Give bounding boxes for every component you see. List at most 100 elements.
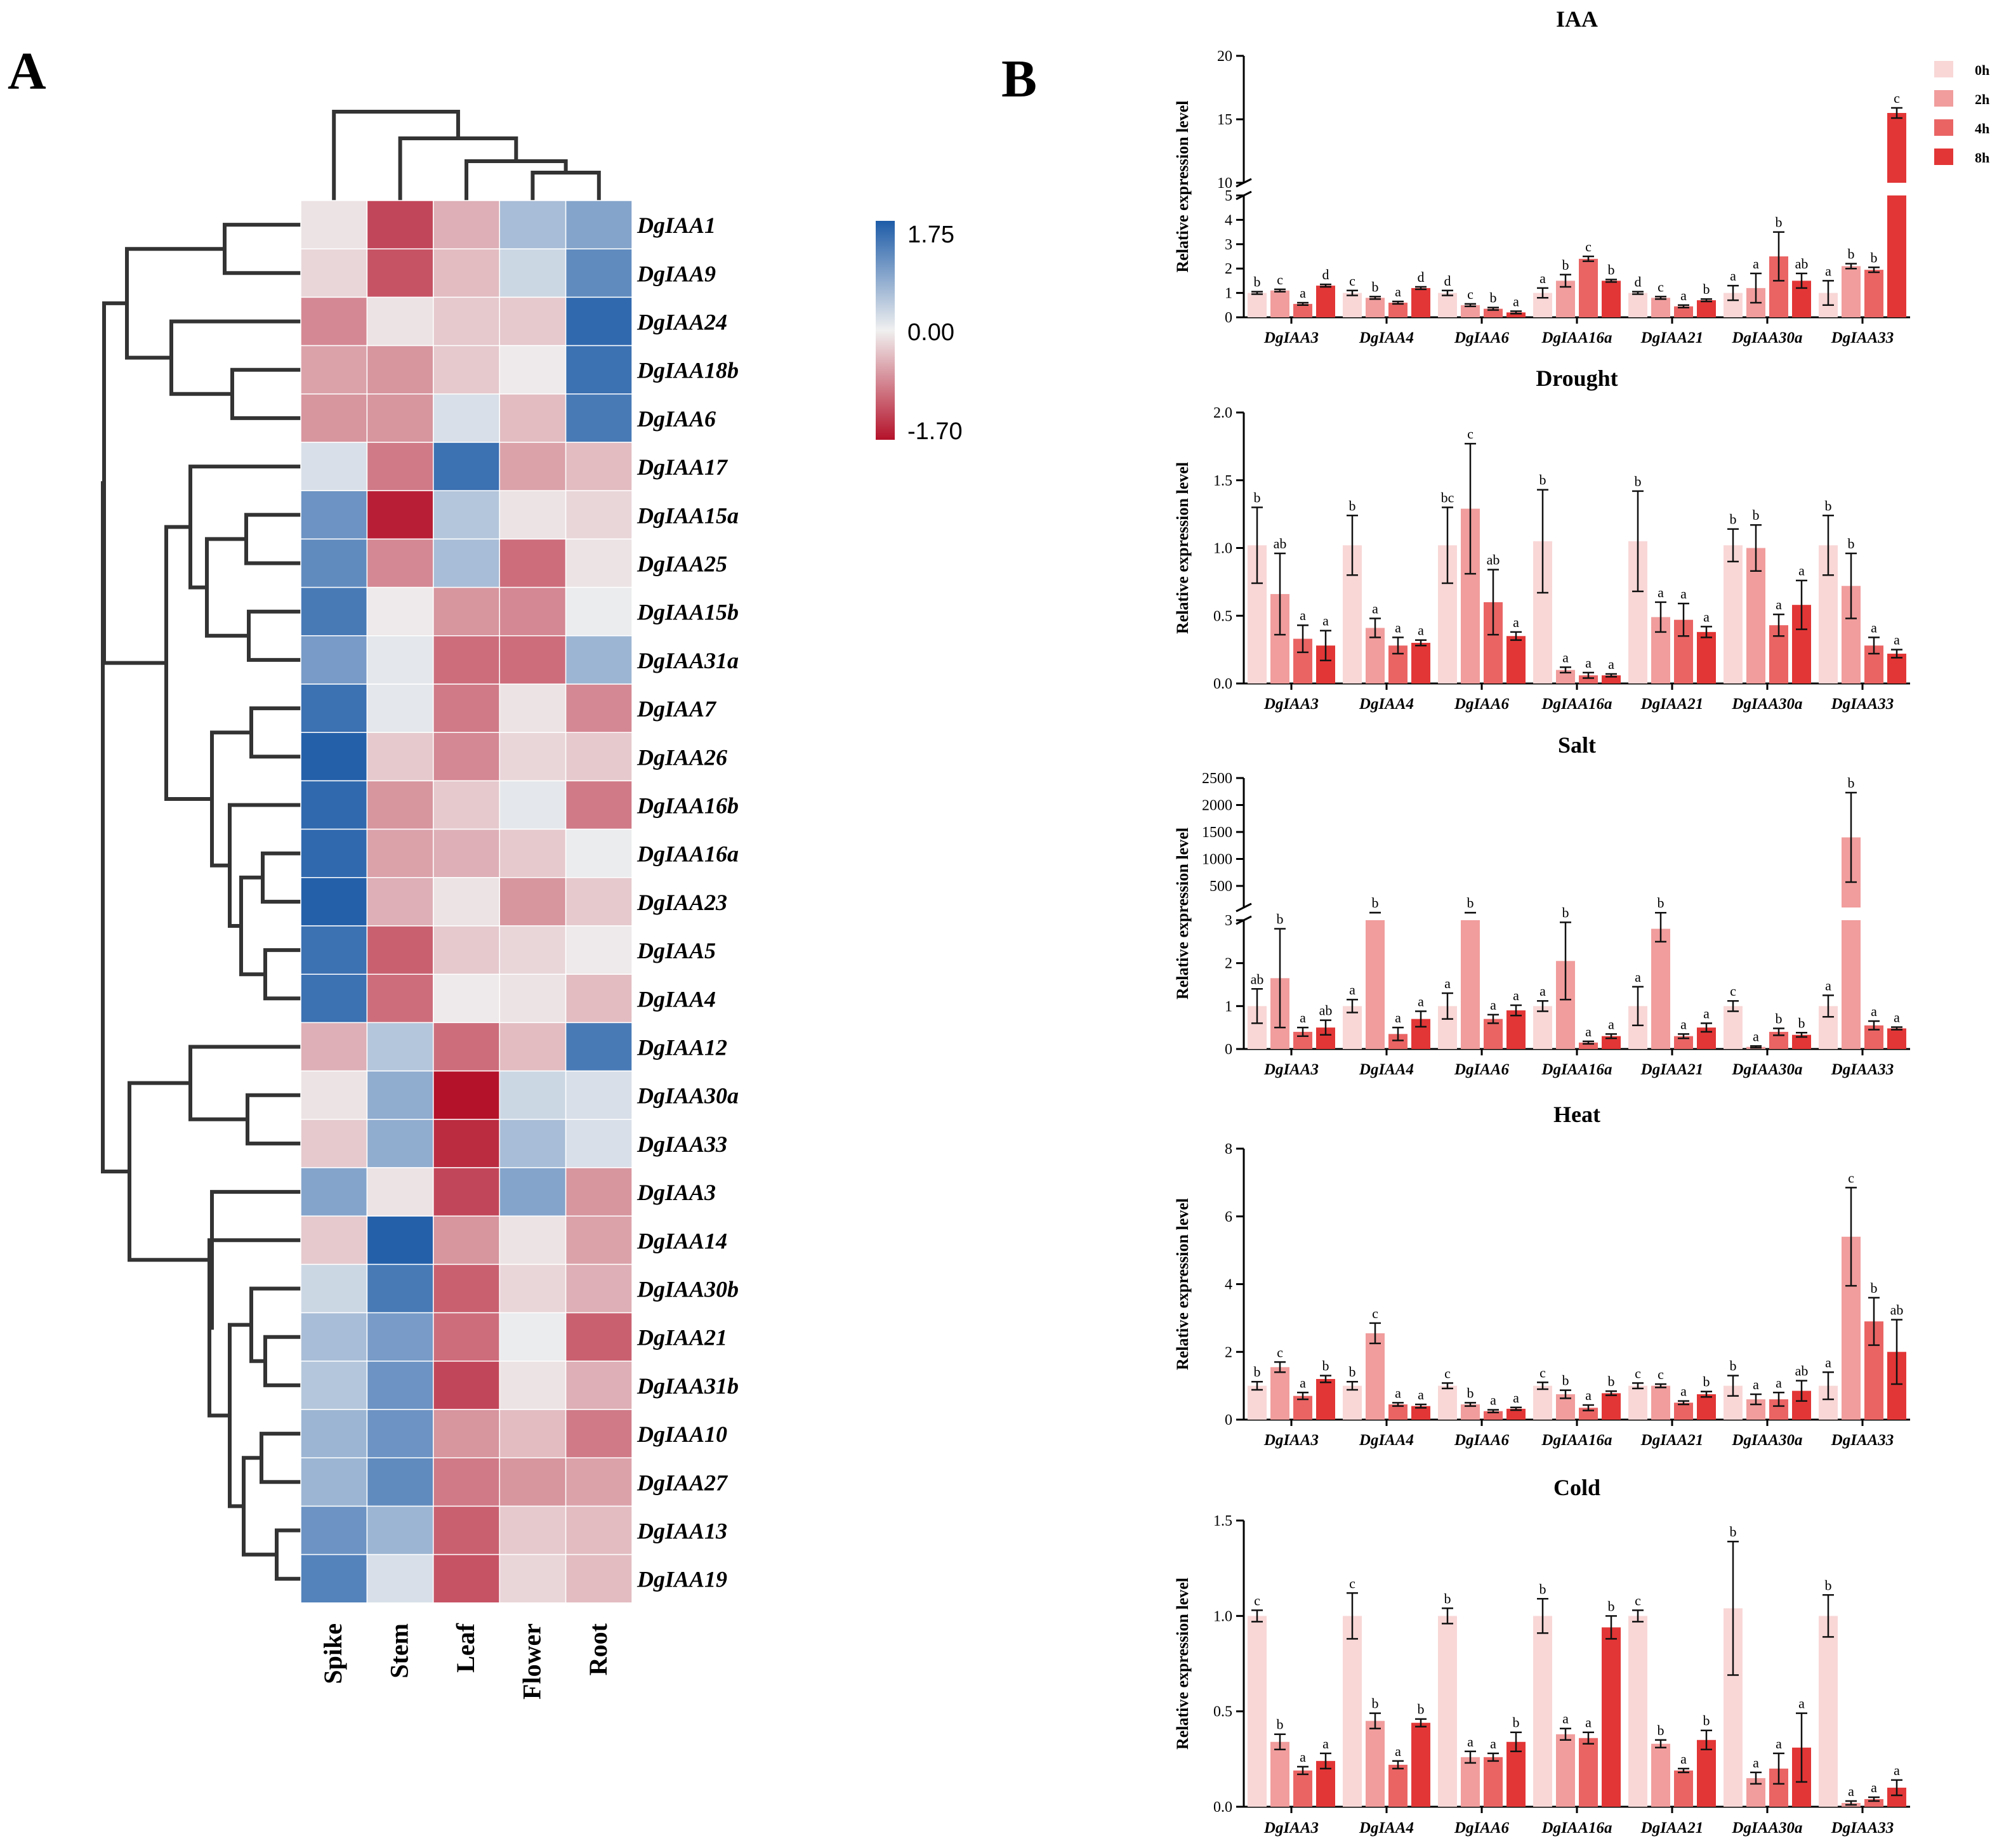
heatmap-cell <box>499 925 567 975</box>
heatmap-cell <box>433 1264 500 1314</box>
significance-letter: a <box>1776 1736 1782 1752</box>
bar <box>1484 308 1503 317</box>
significance-letter: b <box>1467 1385 1474 1401</box>
dendrogram-branch <box>247 609 301 662</box>
heatmap-row-label: DgIAA23 <box>636 890 727 915</box>
y-tick-label: 1500 <box>1202 824 1232 841</box>
y-tick-label: 0 <box>1225 1412 1232 1429</box>
significance-letter: bc <box>1441 489 1454 505</box>
chart-title: Drought <box>1536 366 1618 391</box>
significance-letter: a <box>1490 997 1496 1013</box>
dendrogram-branch <box>261 851 301 904</box>
heatmap-cell <box>366 1409 434 1458</box>
dendrogram-branch <box>246 1093 301 1145</box>
heatmap-cell <box>565 1505 633 1555</box>
dendrogram-branch <box>230 367 301 420</box>
bar <box>1842 266 1861 317</box>
heatmap-cell <box>300 1409 368 1458</box>
heatmap-cell <box>565 442 633 491</box>
heatmap-cell <box>433 974 500 1024</box>
x-category-label: DgIAA6 <box>1454 1061 1510 1078</box>
heatmap-cell <box>499 1409 567 1458</box>
significance-letter: a <box>1372 601 1378 617</box>
heatmap-cell <box>499 1554 567 1604</box>
bar <box>1651 298 1670 317</box>
axis-break-mark <box>1236 902 1252 913</box>
dendrogram-branch <box>398 136 518 201</box>
bar <box>1411 287 1430 317</box>
bar <box>1651 928 1670 1049</box>
x-category-label: DgIAA30a <box>1731 1432 1802 1449</box>
y-tick-label: 10 <box>1217 175 1232 192</box>
heatmap-cell <box>433 1505 500 1555</box>
significance-letter: c <box>1848 1170 1854 1185</box>
bar <box>1533 1006 1552 1049</box>
dendrogram-branch <box>169 319 301 396</box>
dendrogram-branch <box>531 171 601 201</box>
significance-letter: b <box>1658 895 1665 911</box>
dendrogram-branch <box>465 159 568 201</box>
significance-letter: a <box>1894 1009 1900 1025</box>
dendrogram-branch <box>275 1528 301 1581</box>
y-tick-label: 2500 <box>1202 770 1232 787</box>
heatmap-cell <box>565 732 633 782</box>
heatmap: DgIAA1 DgIAA9 DgIAA24 DgIAA18b DgIAA6 DgIAA17… <box>300 200 739 1700</box>
significance-letter: b <box>1372 1696 1379 1712</box>
y-tick-label: 0.5 <box>1213 608 1232 624</box>
significance-letter: b <box>1467 895 1474 911</box>
x-category-label: DgIAA4 <box>1359 329 1414 346</box>
significance-letter: a <box>1608 1016 1614 1032</box>
significance-letter: a <box>1418 993 1424 1009</box>
heatmap-row-label: DgIAA31a <box>636 648 739 673</box>
significance-letter: b <box>1703 1713 1710 1729</box>
bar <box>1602 280 1621 317</box>
significance-letter: a <box>1418 1387 1424 1402</box>
heatmap-cell <box>366 586 434 637</box>
bar <box>1438 1616 1457 1807</box>
legend-swatch <box>1934 90 1953 107</box>
significance-letter: ab <box>1795 256 1809 272</box>
y-tick-label: 2 <box>1225 956 1232 972</box>
heatmap-row-label: DgIAA21 <box>636 1325 727 1350</box>
heatmap-cell <box>499 780 567 830</box>
heatmap-cell <box>366 1022 434 1072</box>
significance-letter: b <box>1349 1364 1356 1380</box>
x-category-label: DgIAA16a <box>1541 1061 1612 1078</box>
row-dendrogram <box>101 223 301 1581</box>
heatmap-cell <box>300 1505 368 1555</box>
bar <box>1651 1743 1670 1807</box>
y-tick-label: 5 <box>1225 188 1232 204</box>
bar <box>1724 1006 1743 1049</box>
significance-letter: b <box>1798 1015 1805 1031</box>
heatmap-cell <box>366 780 434 830</box>
heatmap-cell <box>300 1119 368 1168</box>
heatmap-cell <box>300 1312 368 1362</box>
bar <box>1864 270 1883 317</box>
bar <box>1388 1034 1407 1049</box>
chart-title: Cold <box>1553 1475 1600 1500</box>
significance-letter: a <box>1467 1734 1473 1750</box>
heatmap-row-label: DgIAA14 <box>636 1228 727 1253</box>
bar <box>1411 642 1430 683</box>
legend-swatch <box>1934 148 1953 165</box>
dendrogram-branch <box>228 1323 251 1508</box>
heatmap-column-label: Root <box>584 1623 612 1675</box>
heatmap-cell <box>499 393 567 443</box>
heatmap-cell <box>433 296 500 346</box>
significance-letter: a <box>1825 263 1831 279</box>
significance-letter: a <box>1753 1376 1759 1392</box>
heatmap-row-label: DgIAA15b <box>636 600 739 625</box>
heatmap-cell <box>499 345 567 395</box>
x-category-label: DgIAA33 <box>1831 1061 1894 1078</box>
significance-letter: d <box>1418 269 1425 285</box>
bar <box>1461 305 1480 317</box>
heatmap-cell <box>433 442 500 491</box>
significance-letter: a <box>1776 597 1782 612</box>
significance-letter: a <box>1300 607 1306 623</box>
y-tick-label: 1 <box>1225 286 1232 302</box>
y-tick-label: 0 <box>1225 310 1232 326</box>
heatmap-cell <box>499 1361 567 1410</box>
y-tick-label: 15 <box>1217 112 1232 128</box>
